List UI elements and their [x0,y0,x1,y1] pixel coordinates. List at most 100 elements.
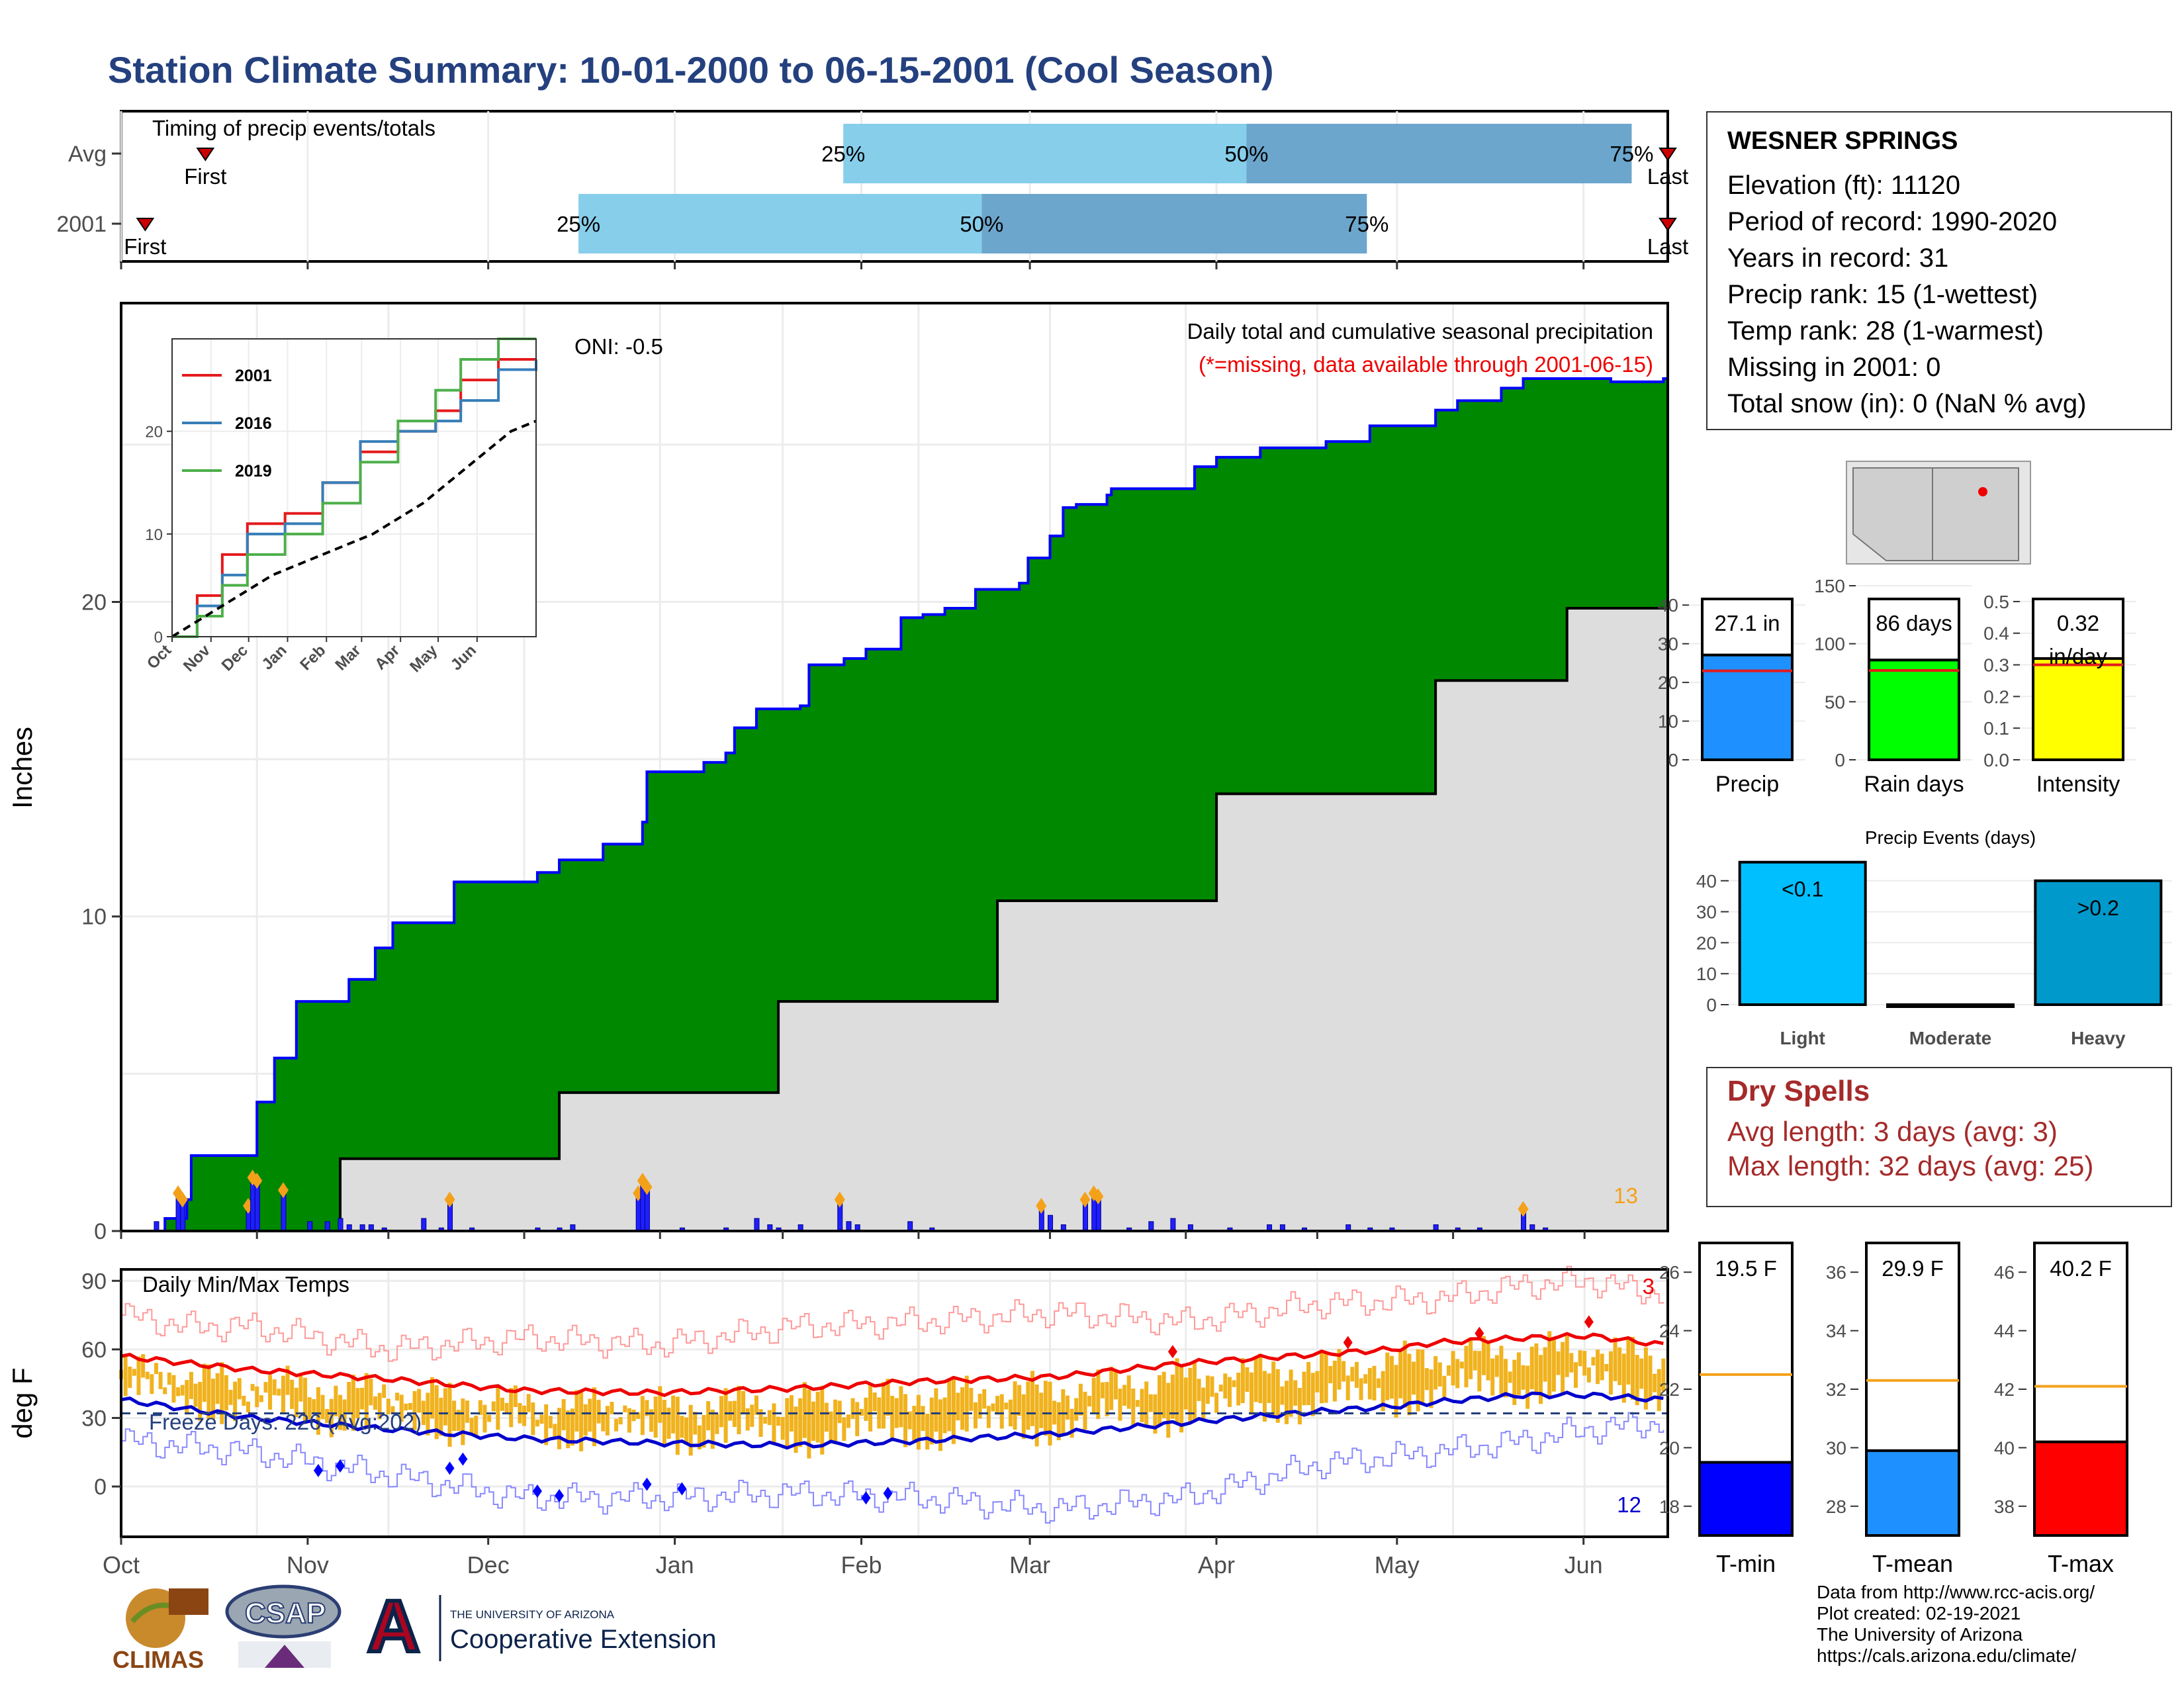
daily-temp-bar [1004,1402,1009,1410]
temp-x-tick-label: Nov [287,1551,329,1578]
summary-precip-label-box [1701,598,1794,657]
temp-x-tick-label: Jan [656,1551,694,1578]
daily-temp-bar [754,1395,758,1415]
dry-spells-max: Max length: 32 days (avg: 25) [1727,1150,2094,1181]
daily-temp-bar [1586,1367,1591,1383]
climas-logo: CLIMAS [113,1588,208,1673]
map-state-arizona [1852,467,1933,561]
daily-temp-bar [1591,1357,1596,1366]
temp-x-tick-label: Mar [1009,1551,1050,1578]
daily-temp-bar [1464,1346,1469,1388]
daily-temp-bar [1525,1365,1530,1409]
daily-temp-bar [360,1387,365,1410]
daily-temp-bar [842,1417,846,1441]
summary-raindays-y-tick-label: 50 [1825,692,1845,712]
daily-temp-bar [1631,1336,1635,1400]
daily-temp-bar [758,1409,763,1438]
daily-temp-bar [1565,1336,1569,1377]
tmax-value-label: 40.2 F [2050,1256,2112,1281]
dry-spells-box: Dry Spells Avg length: 3 days (avg: 3) M… [1706,1067,2172,1207]
daily-temp-bar [1214,1393,1219,1413]
daily-temp-bar [1639,1358,1644,1389]
daily-temp-bar [1337,1349,1342,1390]
daily-temp-bar [666,1407,671,1439]
daily-temp-bar [447,1383,452,1447]
daily-temp-bar [136,1356,141,1395]
daily-temp-bar [1118,1389,1122,1421]
daily-temp-bar [176,1387,181,1396]
temp-x-tick-label: Dec [467,1551,510,1578]
daily-temp-bar [1350,1367,1355,1382]
record-low-marker [458,1452,468,1466]
daily-precip-bar [1170,1218,1176,1232]
daily-temp-bar [334,1385,338,1416]
summary-intensity-y-tick-label: 0.2 [1983,686,2009,707]
inset-y-tick-label: 10 [145,526,163,544]
timing-bar-q25-q50 [578,194,982,253]
daily-temp-bar [1197,1379,1201,1401]
summary-intensity-y-tick-label: 0.4 [1983,623,2009,644]
daily-temp-bar [991,1403,995,1412]
timing-row-label: 2001 [56,212,107,237]
daily-temp-bar [1596,1349,1600,1385]
tmean-bar [1865,1449,1960,1537]
daily-temp-bar [242,1395,246,1406]
daily-temp-bar [1236,1372,1241,1406]
daily-temp-bar [412,1391,417,1430]
daily-temp-bar [592,1387,597,1447]
daily-temp-bar [1543,1347,1547,1382]
station-years: Years in record: 31 [1727,244,1949,273]
daily-temp-bar [1398,1351,1403,1398]
daily-temp-bar [960,1387,965,1430]
daily-temp-bar [1043,1381,1048,1436]
daily-temp-bar [1052,1400,1057,1425]
temp-y-tick-label: 90 [81,1269,107,1294]
daily-temp-bar [1021,1394,1026,1439]
summary-intensity-x-label: Intensity [2036,772,2120,797]
daily-temp-bar [566,1410,570,1449]
daily-temp-bar [680,1416,684,1438]
daily-temp-bar [1188,1367,1193,1423]
daily-temp-bar [390,1406,395,1414]
daily-temp-bar [737,1385,741,1434]
inset-y-tick-label: 0 [154,629,163,647]
daily-temp-bar [1345,1375,1350,1400]
daily-temp-bar [150,1374,154,1394]
daily-temp-bar [456,1410,461,1431]
daily-temp-bar [1122,1385,1127,1406]
daily-temp-bar [706,1401,711,1431]
daily-temp-bar [1459,1361,1464,1369]
daily-temp-bar [916,1394,921,1450]
freeze-days-label: Freeze Days: 226 (Avg:202) [149,1410,422,1434]
timing-q50-label: 50% [960,212,1003,236]
daily-temp-bar [141,1354,146,1378]
summary-precip-value-label: 27.1 in [1714,611,1780,635]
record-low-marker [861,1491,871,1505]
daily-temp-bar [618,1417,623,1425]
tmax-x-label: T-max [2048,1550,2114,1577]
daily-temp-bar [807,1389,811,1459]
summary-intensity-y-tick-label: 0.3 [1983,655,2009,676]
tmin-value-label: 19.5 F [1715,1256,1777,1281]
daily-precip-marker [277,1182,289,1199]
daily-temp-bar [1267,1373,1271,1403]
daily-temp-bar [1512,1359,1517,1405]
daily-temp-bar [1521,1365,1525,1390]
daily-temp-bar [1175,1358,1179,1422]
daily-temp-bar [263,1382,268,1393]
daily-temp-bar [732,1400,737,1428]
credit-university: The University of Arizona [1817,1624,2023,1645]
daily-temp-bar [382,1384,387,1398]
timing-last-label: Last [1647,234,1688,259]
record-low-marker [883,1486,893,1500]
daily-temp-bar [198,1381,203,1421]
daily-temp-bar [1245,1367,1250,1392]
daily-temp-bar [640,1396,645,1436]
daily-temp-bar [1653,1373,1657,1393]
timing-first-label: First [124,234,166,259]
precip-events-x-label-light: Light [1780,1028,1825,1048]
credit-url: https://cals.arizona.edu/climate/ [1817,1645,2077,1666]
daily-temp-bar [154,1363,158,1375]
daily-temp-bar [206,1364,211,1420]
precip-events-x-label-heavy: Heavy [2071,1028,2126,1048]
